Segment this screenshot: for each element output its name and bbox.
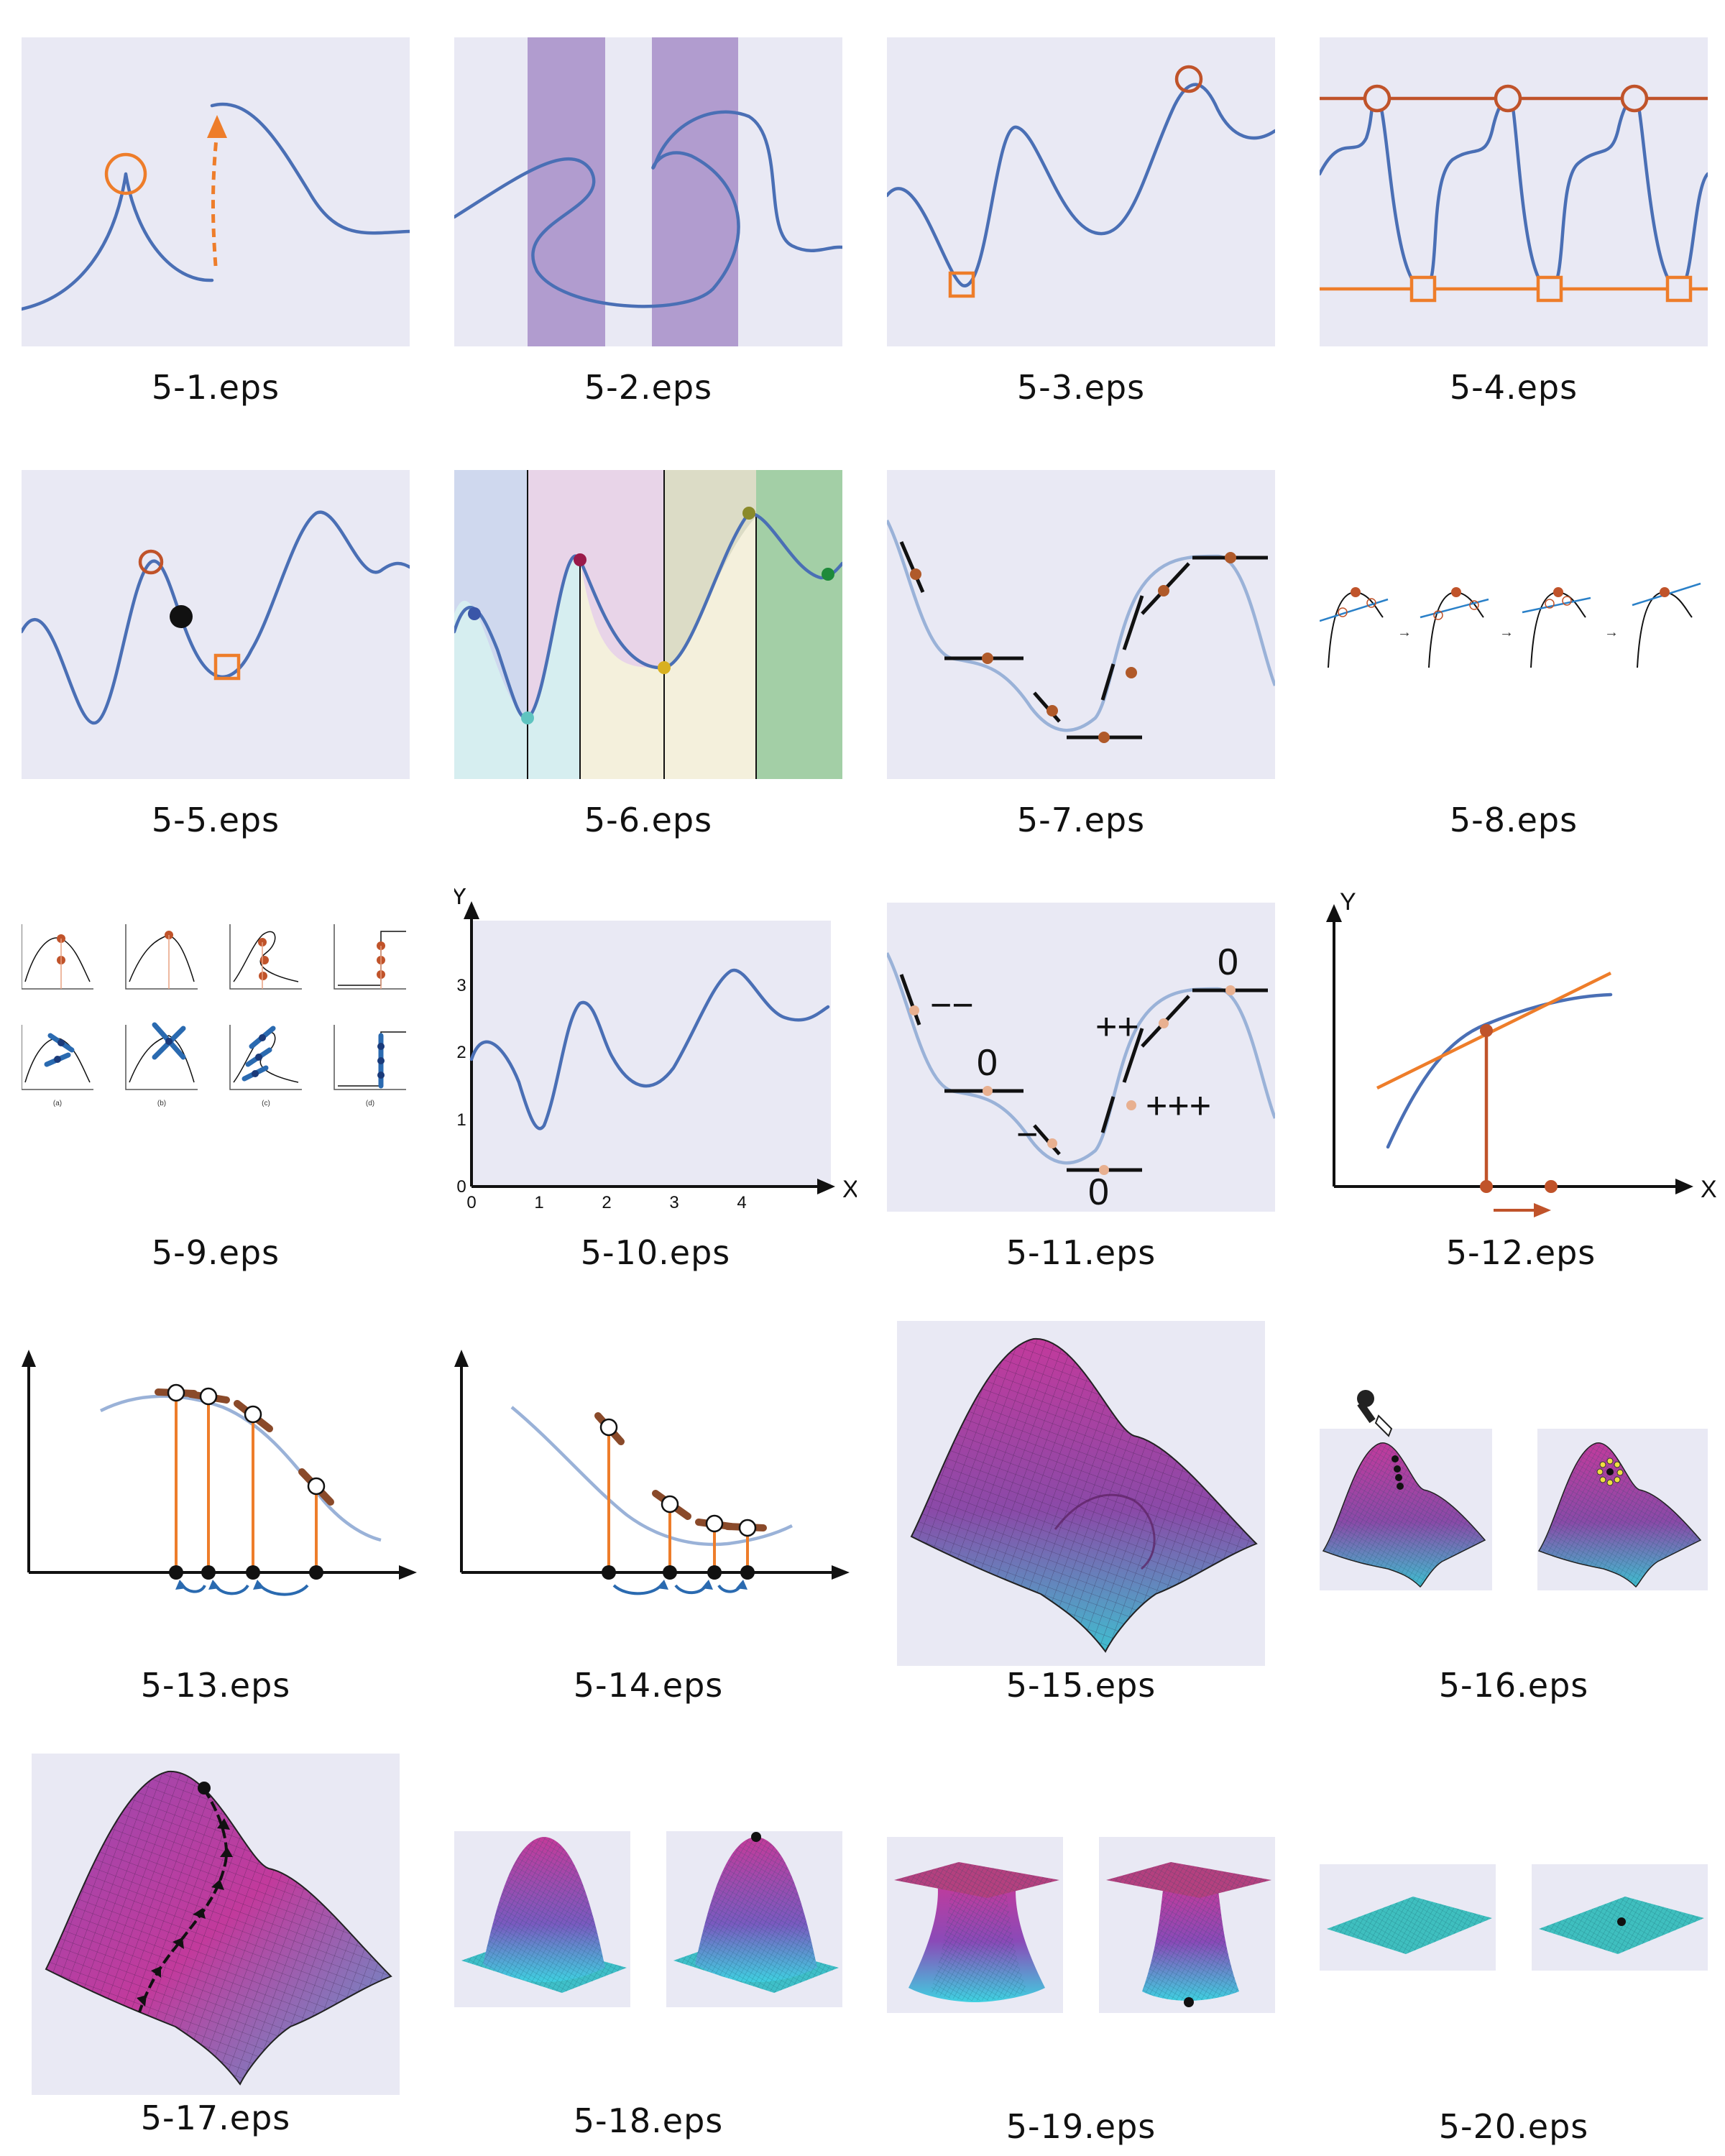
caption-5-2: 5-2.eps xyxy=(584,368,713,407)
caption-5-19: 5-19.eps xyxy=(1006,2107,1156,2146)
axis-y-label-5-12: Y xyxy=(1340,888,1356,916)
figure-5-9-graphic: (a) (b) (c) (d) xyxy=(22,924,406,1107)
figure-5-8-graphic: → → → xyxy=(1320,582,1701,668)
caption-5-12: 5-12.eps xyxy=(1445,1233,1596,1272)
figure-5-11: −− 0 − 0 ++ +++ 0 5-11.eps xyxy=(887,903,1275,1284)
caption-5-1: 5-1.eps xyxy=(151,368,280,407)
y-tick-3: 3 xyxy=(456,976,466,995)
svg-text:→: → xyxy=(1499,625,1514,640)
figure-5-12-graphic: Y X xyxy=(1326,888,1717,1217)
x-tick-3: 3 xyxy=(669,1193,678,1212)
caption-5-15: 5-15.eps xyxy=(1006,1666,1156,1705)
caption-5-8: 5-8.eps xyxy=(1449,801,1578,839)
sign-label-minus: − xyxy=(1016,1114,1038,1156)
caption-5-14: 5-14.eps xyxy=(573,1666,724,1705)
sign-label-zero-1: 0 xyxy=(977,1042,998,1084)
figure-5-3: 5-3.eps xyxy=(887,37,1275,418)
figure-5-5-graphic xyxy=(22,470,410,779)
panel-label-a: (a) xyxy=(53,1100,62,1107)
figure-5-5: 5-5.eps xyxy=(22,470,410,851)
svg-text:→: → xyxy=(1397,625,1412,640)
caption-5-10: 5-10.eps xyxy=(580,1233,731,1272)
sign-label-zero-2: 0 xyxy=(1088,1171,1109,1212)
figure-5-14-graphic xyxy=(454,1350,850,1595)
sign-label-plus-plus: ++ xyxy=(1095,1006,1139,1048)
figure-5-7-graphic xyxy=(887,470,1275,779)
x-tick-4: 4 xyxy=(737,1193,746,1212)
svg-text:→: → xyxy=(1604,625,1619,640)
figure-5-8-step-1 xyxy=(1320,587,1389,668)
figure-5-11-graphic: −− 0 − 0 ++ +++ 0 xyxy=(887,903,1275,1212)
caption-5-17: 5-17.eps xyxy=(140,2099,291,2137)
figure-5-10: Y X 0 1 2 3 4 0 1 2 3 5-10.eps xyxy=(454,888,857,1284)
figure-5-18: 5-18.eps xyxy=(454,1831,842,2156)
panel-label-c: (c) xyxy=(262,1100,270,1107)
figure-5-12: Y X 5-12.eps xyxy=(1320,888,1722,1284)
sign-label-minus-minus: −− xyxy=(930,985,974,1026)
dropper-icon xyxy=(1357,1390,1393,1437)
figure-5-13-graphic xyxy=(22,1350,417,1596)
y-tick-1: 1 xyxy=(456,1110,466,1130)
caption-5-20: 5-20.eps xyxy=(1438,2107,1589,2146)
caption-5-4: 5-4.eps xyxy=(1449,368,1578,407)
surface-left xyxy=(1322,1442,1486,1588)
dome-right xyxy=(673,1832,839,1993)
figure-5-1-graphic xyxy=(22,37,410,346)
figure-5-20: 5-20.eps xyxy=(1320,1864,1708,2156)
figure-5-6: 5-6.eps xyxy=(454,470,842,851)
figure-5-19: 5-19.eps xyxy=(887,1837,1275,2156)
panel-label-d: (d) xyxy=(366,1100,374,1107)
axis-x-label-5-12: X xyxy=(1701,1176,1717,1203)
x-tick-0: 0 xyxy=(466,1193,476,1212)
surface-right xyxy=(1537,1442,1702,1588)
figure-5-17: 5-17.eps xyxy=(32,1754,400,2156)
figure-5-19-graphic xyxy=(887,1837,1275,2013)
panel-label-b: (b) xyxy=(157,1100,166,1107)
figure-5-9: (a) (b) (c) (d) 5-9.eps xyxy=(22,903,410,1284)
figure-5-2-graphic xyxy=(454,37,842,346)
figure-5-4: 5-4.eps xyxy=(1320,37,1708,418)
caption-5-13: 5-13.eps xyxy=(140,1666,291,1705)
caption-5-9: 5-9.eps xyxy=(151,1233,280,1272)
bowl-left xyxy=(894,1862,1059,2002)
axis-y-label: Y xyxy=(454,888,467,910)
y-tick-0: 0 xyxy=(456,1177,466,1197)
figure-5-8-step-3 xyxy=(1522,587,1591,668)
figure-5-8-step-4 xyxy=(1632,582,1701,668)
figure-5-15-graphic xyxy=(897,1321,1265,1666)
caption-5-7: 5-7.eps xyxy=(1016,801,1146,839)
figure-5-14: 5-14.eps xyxy=(454,1335,857,1716)
figure-5-8: → → → 5-8.eps xyxy=(1320,470,1708,851)
figure-5-17-graphic xyxy=(32,1754,400,2095)
caption-5-6: 5-6.eps xyxy=(584,801,713,839)
caption-5-18: 5-18.eps xyxy=(573,2101,724,2140)
caption-5-3: 5-3.eps xyxy=(1016,368,1146,407)
caption-5-11: 5-11.eps xyxy=(1006,1233,1156,1272)
figure-5-8-step-2 xyxy=(1420,587,1489,668)
figure-5-6-graphic xyxy=(454,470,842,779)
y-tick-2: 2 xyxy=(456,1043,466,1062)
figure-5-16: 5-16.eps xyxy=(1320,1335,1708,1716)
bowl-right xyxy=(1106,1862,1271,2007)
figure-5-15: 5-15.eps xyxy=(897,1321,1265,1716)
x-tick-2: 2 xyxy=(602,1193,611,1212)
caption-5-16: 5-16.eps xyxy=(1438,1666,1589,1705)
figure-5-20-graphic xyxy=(1320,1864,1708,1971)
axis-x-label: X xyxy=(842,1176,857,1203)
dome-left xyxy=(461,1837,627,1993)
figure-5-4-graphic xyxy=(1320,37,1708,346)
x-tick-1: 1 xyxy=(534,1193,543,1212)
figure-5-16-graphic xyxy=(1320,1390,1708,1590)
figure-5-1: 5-1.eps xyxy=(22,37,410,418)
figure-5-3-graphic xyxy=(887,37,1275,346)
figure-5-18-graphic xyxy=(454,1831,842,2007)
figure-5-13: 5-13.eps xyxy=(22,1335,424,1716)
figure-5-2: 5-2.eps xyxy=(454,37,842,418)
figure-5-10-graphic: Y X 0 1 2 3 4 0 1 2 3 xyxy=(454,888,857,1212)
figure-5-7: 5-7.eps xyxy=(887,470,1275,851)
sign-label-zero-3: 0 xyxy=(1218,941,1238,983)
caption-5-5: 5-5.eps xyxy=(151,801,280,839)
sign-label-plus-plus-plus: +++ xyxy=(1146,1085,1211,1127)
